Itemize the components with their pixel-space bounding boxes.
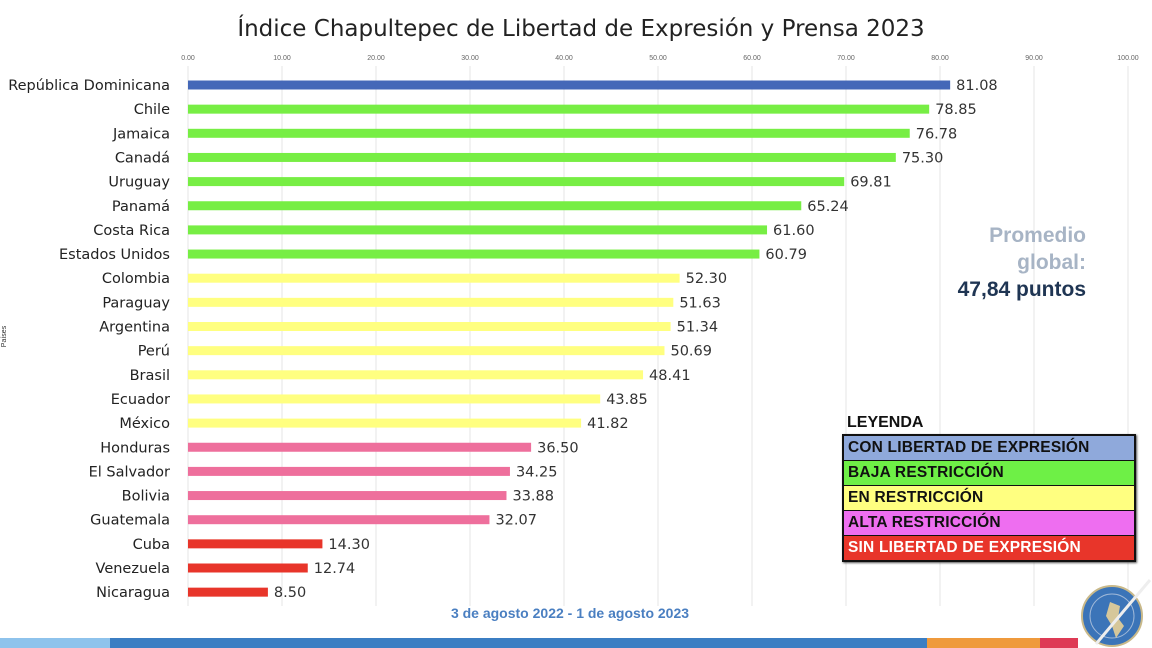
data-label: 52.30	[686, 271, 728, 287]
bar	[188, 442, 532, 452]
category-label: Perú	[138, 344, 170, 360]
category-label: Uruguay	[108, 175, 170, 191]
bar	[188, 273, 680, 283]
data-label: 48.41	[649, 368, 691, 384]
legend-title: LEYENDA	[847, 414, 924, 431]
category-label: Honduras	[100, 440, 170, 456]
bar	[188, 249, 760, 259]
category-label: Guatemala	[90, 513, 170, 529]
chart-title: Índice Chapultepec de Libertad de Expres…	[237, 16, 925, 42]
data-label: 50.69	[670, 344, 712, 360]
category-label: Estados Unidos	[59, 247, 170, 263]
data-label: 33.88	[512, 489, 554, 505]
category-label: Paraguay	[102, 295, 170, 311]
period-label: 3 de agosto 2022 - 1 de agosto 2023	[450, 605, 690, 621]
bar	[188, 418, 582, 428]
data-label: 34.25	[516, 464, 558, 480]
category-label: México	[119, 416, 170, 432]
x-tick-label: 80.00	[931, 55, 949, 62]
category-label: Brasil	[130, 368, 170, 384]
data-label: 8.50	[274, 585, 306, 601]
category-label: Costa Rica	[93, 223, 170, 239]
category-label: El Salvador	[89, 464, 170, 480]
sip-logo	[1081, 579, 1152, 647]
bar	[188, 201, 802, 211]
category-label: Bolivia	[122, 489, 170, 505]
data-label: 60.79	[765, 247, 807, 263]
x-tick-label: 30.00	[461, 55, 479, 62]
data-label: 78.85	[935, 102, 977, 118]
bar	[188, 563, 308, 573]
category-label: Panamá	[112, 199, 170, 215]
legend-box: CON LIBERTAD DE EXPRESIÓN BAJA RESTRICCIÓ…	[842, 434, 1136, 562]
global-average: Promedio global: 47,84 puntos	[958, 222, 1086, 303]
data-label: 65.24	[807, 199, 849, 215]
bar	[188, 466, 510, 476]
category-label: Chile	[134, 102, 170, 118]
category-label: Ecuador	[111, 392, 170, 408]
data-label: 61.60	[773, 223, 815, 239]
footer-band	[110, 638, 927, 648]
data-label: 76.78	[916, 126, 958, 142]
x-tick-label: 90.00	[1025, 55, 1043, 62]
footer-band	[0, 638, 110, 648]
x-tick-label: 0.00	[181, 55, 195, 62]
data-label: 36.50	[537, 440, 579, 456]
bar	[188, 80, 951, 90]
x-tick-label: 100.00	[1117, 55, 1139, 62]
x-tick-label: 20.00	[367, 55, 385, 62]
x-tick-label: 70.00	[837, 55, 855, 62]
bar	[188, 128, 910, 138]
bar	[188, 322, 671, 331]
average-value: 47,84 puntos	[957, 278, 1086, 301]
x-tick-label: 50.00	[649, 55, 667, 62]
legend-item: ALTA RESTRICCIÓN	[844, 511, 1134, 536]
data-label: 41.82	[587, 416, 629, 432]
legend-item: EN RESTRICCIÓN	[844, 486, 1134, 511]
x-tick-label: 60.00	[743, 55, 761, 62]
bar	[188, 225, 768, 235]
data-label: 12.74	[314, 561, 356, 577]
data-label: 69.81	[850, 175, 892, 191]
category-label: Colombia	[102, 271, 170, 287]
category-label: Argentina	[99, 320, 170, 336]
y-axis-label: Países	[1, 325, 9, 348]
data-label: 75.30	[902, 150, 944, 166]
bar	[188, 515, 490, 525]
legend-item: CON LIBERTAD DE EXPRESIÓN	[844, 436, 1134, 461]
x-tick-label: 10.00	[273, 55, 291, 62]
bar	[188, 491, 507, 501]
legend-item: BAJA RESTRICCIÓN	[844, 461, 1134, 486]
data-label: 51.63	[679, 295, 721, 311]
data-label: 51.34	[677, 320, 719, 336]
bar	[188, 539, 323, 549]
footer-band	[927, 638, 1040, 648]
category-label: Nicaragua	[96, 585, 170, 601]
category-label: Canadá	[115, 150, 170, 166]
bar	[188, 104, 930, 114]
bar	[188, 297, 674, 307]
average-label-1: Promedio	[989, 224, 1086, 247]
bar	[188, 346, 665, 356]
average-label-2: global:	[1017, 251, 1086, 274]
category-label: Jamaica	[112, 126, 170, 142]
bar	[188, 370, 644, 380]
bar	[188, 394, 601, 404]
bar	[188, 152, 896, 162]
category-label: República Dominicana	[8, 78, 170, 94]
data-label: 43.85	[606, 392, 648, 408]
category-label: Cuba	[133, 537, 170, 553]
bar	[188, 587, 268, 597]
x-tick-label: 40.00	[555, 55, 573, 62]
bar	[188, 177, 845, 187]
category-label: Venezuela	[96, 561, 170, 577]
legend-item: SIN LIBERTAD DE EXPRESIÓN	[844, 536, 1134, 560]
data-label: 81.08	[956, 78, 998, 94]
footer-band	[1040, 638, 1078, 648]
data-label: 14.30	[328, 537, 370, 553]
legend: LEYENDA CON LIBERTAD DE EXPRESIÓN BAJA RE…	[842, 414, 1136, 562]
data-label: 32.07	[495, 513, 537, 529]
